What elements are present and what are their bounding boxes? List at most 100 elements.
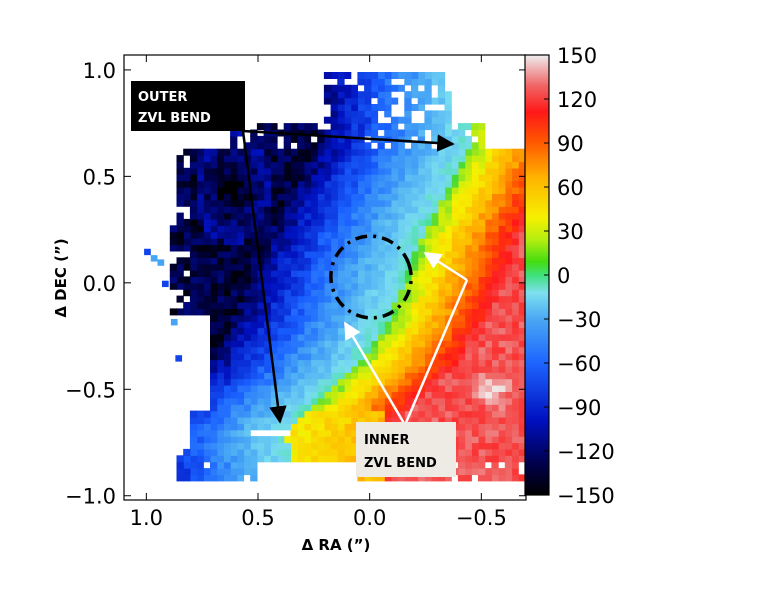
heatmap-cell — [310, 199, 318, 207]
heatmap-cell — [270, 308, 278, 316]
heatmap-cell — [203, 270, 211, 277]
heatmap-cell — [290, 187, 298, 194]
heatmap-cell — [317, 404, 325, 412]
heatmap-cell — [511, 225, 519, 233]
heatmap-cell — [417, 161, 425, 169]
heatmap-cell — [236, 270, 245, 277]
heatmap-cell — [297, 327, 305, 335]
heatmap-cell — [317, 359, 325, 367]
heatmap-cell — [270, 397, 278, 405]
heatmap-cell — [411, 353, 419, 361]
heatmap-cell — [176, 270, 184, 277]
heatmap-cell — [344, 123, 352, 131]
heatmap-cell — [183, 282, 191, 290]
heatmap-cell — [337, 257, 345, 265]
heatmap-cell — [390, 187, 399, 194]
heatmap-cell — [431, 308, 439, 316]
heatmap-cell — [210, 442, 218, 450]
heatmap-cell — [223, 378, 231, 386]
heatmap-cell — [384, 174, 392, 182]
heatmap-cell — [397, 391, 405, 399]
heatmap-cell — [303, 391, 312, 399]
heatmap-cell — [283, 282, 291, 290]
heatmap-cell — [230, 423, 238, 431]
heatmap-cell — [357, 187, 365, 194]
heatmap-cell — [437, 295, 446, 303]
heatmap-cell — [183, 231, 191, 239]
heatmap-cell — [417, 244, 425, 252]
heatmap-cell — [518, 148, 526, 156]
heatmap-cell — [478, 404, 486, 412]
heatmap-cell — [451, 250, 459, 258]
heatmap-cell — [277, 180, 285, 188]
heatmap-cell — [437, 72, 446, 79]
heatmap-cell — [384, 270, 392, 277]
heatmap-cell — [317, 429, 325, 437]
heatmap-cell — [270, 193, 278, 201]
heatmap-cell — [337, 276, 345, 284]
heatmap-cell — [290, 378, 298, 386]
heatmap-cell — [411, 187, 419, 194]
heatmap-cell — [504, 193, 513, 201]
heatmap-cell — [169, 282, 178, 290]
heatmap-cell — [203, 212, 211, 220]
heatmap-cell — [223, 302, 231, 309]
heatmap-cell — [444, 218, 452, 226]
heatmap-cell — [230, 391, 238, 399]
heatmap-cell — [283, 417, 291, 424]
heatmap-cell — [384, 206, 392, 214]
heatmap-cell — [464, 314, 472, 322]
heatmap-cell — [511, 180, 519, 188]
heatmap-cell — [431, 391, 439, 399]
heatmap-cell — [230, 244, 238, 252]
heatmap-cell — [189, 448, 198, 456]
heatmap-cell — [210, 257, 218, 265]
heatmap-cell — [498, 474, 506, 482]
heatmap-cell — [263, 295, 271, 303]
heatmap-cell — [478, 372, 486, 380]
heatmap-cell — [250, 257, 258, 265]
heatmap-cell — [364, 187, 372, 194]
heatmap-cell — [344, 218, 352, 226]
x-tick-label: 0.0 — [353, 506, 386, 530]
heatmap-cell — [297, 353, 305, 361]
heatmap-cell — [504, 238, 513, 246]
heatmap-cell — [176, 468, 184, 476]
heatmap-cell — [223, 244, 231, 252]
heatmap-cell — [243, 461, 251, 469]
heatmap-cell — [210, 187, 218, 194]
heatmap-cell — [230, 436, 238, 444]
heatmap-cell — [203, 417, 211, 424]
heatmap-cell — [189, 442, 198, 450]
heatmap-cell — [303, 410, 312, 418]
heatmap-cell — [390, 142, 399, 150]
heatmap-cell — [411, 314, 419, 322]
heatmap-cell — [444, 110, 452, 118]
heatmap-cell — [236, 276, 245, 284]
heatmap-cell — [243, 174, 251, 182]
heatmap-cell — [478, 391, 486, 399]
heatmap-cell — [277, 257, 285, 265]
heatmap-cell — [357, 474, 365, 482]
heatmap-cell — [498, 218, 506, 226]
heatmap-cell — [417, 295, 425, 303]
heatmap-cell — [317, 218, 325, 226]
heatmap-cell — [317, 244, 325, 252]
y-tick-label: 0.5 — [83, 165, 116, 189]
heatmap-cell — [350, 448, 358, 456]
heatmap-cell — [297, 180, 305, 188]
heatmap-cell — [350, 97, 358, 105]
heatmap-cell — [230, 359, 238, 367]
heatmap-cell — [263, 436, 271, 444]
heatmap-cell — [317, 282, 325, 290]
heatmap-cell — [236, 417, 245, 424]
heatmap-cell — [250, 250, 258, 258]
heatmap-cell — [370, 84, 379, 92]
heatmap-cell — [498, 174, 506, 182]
heatmap-cell — [303, 244, 312, 252]
heatmap-cell — [478, 270, 486, 277]
heatmap-cell — [417, 353, 425, 361]
heatmap-cell — [504, 199, 513, 207]
heatmap-cell — [377, 174, 385, 182]
heatmap-cell — [344, 302, 352, 309]
